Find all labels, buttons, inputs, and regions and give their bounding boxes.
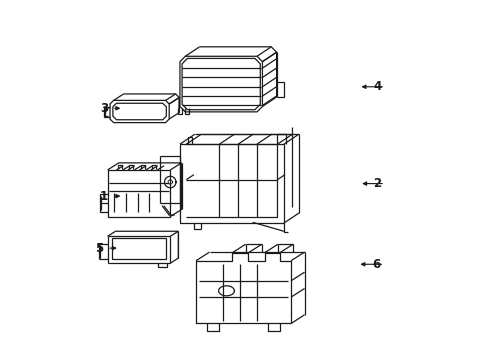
Text: 1: 1 [100,190,108,203]
Text: 4: 4 [372,80,381,93]
Text: 6: 6 [371,258,380,271]
Text: 5: 5 [95,242,103,255]
Text: 2: 2 [372,177,381,190]
Text: 3: 3 [100,102,108,115]
